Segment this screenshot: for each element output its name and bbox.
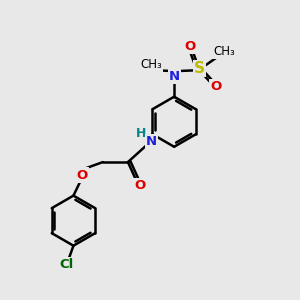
Text: CH₃: CH₃ (141, 58, 162, 71)
Text: O: O (210, 80, 222, 94)
Text: O: O (77, 169, 88, 182)
Text: S: S (194, 61, 205, 76)
Text: O: O (184, 40, 196, 52)
Text: N: N (169, 70, 180, 83)
Text: H: H (136, 127, 146, 140)
Text: O: O (134, 179, 145, 192)
Text: CH₃: CH₃ (213, 45, 235, 58)
Text: Cl: Cl (60, 258, 74, 271)
Text: N: N (146, 135, 157, 148)
